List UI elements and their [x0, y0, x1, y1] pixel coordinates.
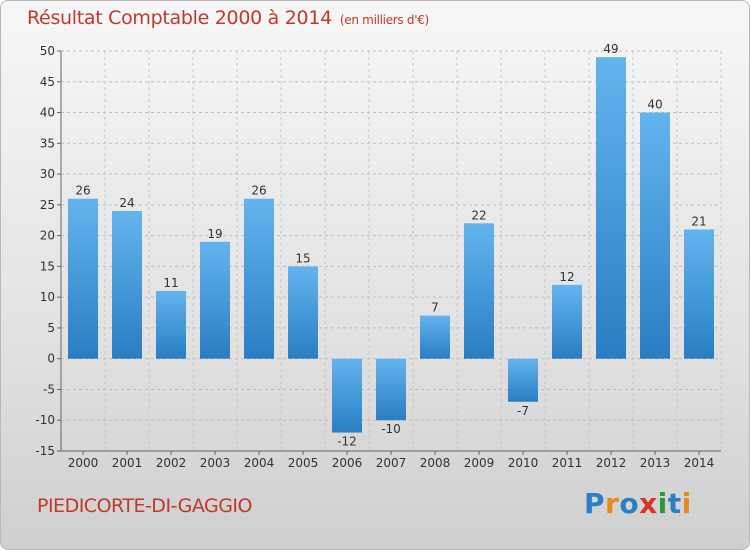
data-label-2006: -12	[337, 435, 357, 449]
bar-2010	[508, 358, 538, 402]
data-label-2008: 7	[431, 301, 439, 315]
logo-letter: i	[657, 487, 668, 520]
data-label-2009: 22	[471, 208, 486, 222]
x-tick-label: 2005	[288, 456, 319, 470]
y-tick-label: 15	[40, 259, 55, 273]
proxiti-logo: Proxiti	[584, 487, 692, 520]
y-tick-label: 40	[40, 106, 55, 120]
data-label-2002: 11	[163, 276, 178, 290]
logo-letter: o	[619, 487, 640, 520]
data-label-2003: 19	[207, 227, 222, 241]
chart-title-text: Résultat Comptable 2000 à 2014	[27, 7, 332, 29]
bars	[68, 57, 714, 433]
bar-2013	[640, 112, 670, 359]
bar-2002	[156, 291, 186, 359]
data-label-2014: 21	[691, 214, 706, 228]
bar-2007	[376, 358, 406, 421]
data-label-2004: 26	[251, 184, 266, 198]
bar-2003	[200, 241, 230, 359]
x-tick-label: 2010	[508, 456, 539, 470]
bar-2012	[596, 57, 626, 359]
y-tick-label: 5	[47, 321, 55, 335]
chart-subtitle: (en milliers d'€)	[339, 13, 429, 27]
data-label-2000: 26	[75, 184, 90, 198]
y-tick-label: 50	[40, 44, 55, 58]
logo-letter: t	[667, 487, 682, 520]
bar-2011	[552, 284, 582, 359]
logo-letter: r	[605, 487, 620, 520]
y-tick-label: 25	[40, 198, 55, 212]
commune-name: PIEDICORTE-DI-GAGGIO	[37, 495, 253, 517]
bar-2008	[420, 315, 450, 359]
chart-title: Résultat Comptable 2000 à 2014 (en millie…	[27, 7, 429, 29]
data-labels: 26 24 11 19 26 15 -12 -10 7 22 -7 12 49 40 21	[75, 42, 706, 448]
bar-2014	[684, 229, 714, 359]
x-tick-label: 2002	[156, 456, 187, 470]
data-label-2012: 49	[603, 42, 618, 56]
bar-2009	[464, 223, 494, 359]
x-tick-label: 2012	[596, 456, 627, 470]
x-tick-label: 2008	[420, 456, 451, 470]
bar-2005	[288, 266, 318, 359]
x-tick-label: 2013	[640, 456, 671, 470]
data-label-2001: 24	[119, 196, 134, 210]
x-tick-label: 2011	[552, 456, 583, 470]
y-tick-label: 30	[40, 167, 55, 181]
logo-letter: x	[639, 487, 658, 520]
bar-2000	[68, 198, 98, 359]
x-tick-label: 2009	[464, 456, 495, 470]
bar-2004	[244, 198, 274, 359]
data-label-2007: -10	[381, 422, 401, 436]
x-tick-label: 2007	[376, 456, 407, 470]
data-label-2005: 15	[295, 251, 310, 265]
logo-letter: i	[681, 487, 692, 520]
y-tick-label: 45	[40, 75, 55, 89]
x-tick-label: 2000	[68, 456, 99, 470]
x-tick-label: 2003	[200, 456, 231, 470]
bar-2006	[332, 358, 362, 433]
x-tick-label: 2014	[684, 456, 715, 470]
y-tick-label: 10	[40, 290, 55, 304]
data-label-2010: -7	[517, 404, 529, 418]
x-tick-label: 2004	[244, 456, 275, 470]
y-tick-label: 0	[47, 352, 55, 366]
y-tick-label: -10	[35, 413, 55, 427]
data-label-2011: 12	[559, 270, 574, 284]
y-tick-label: -15	[35, 444, 55, 458]
x-tick-label: 2001	[112, 456, 143, 470]
data-label-2013: 40	[647, 98, 662, 112]
y-tick-label: 20	[40, 229, 55, 243]
logo-letter: P	[584, 487, 606, 520]
y-tick-label: 35	[40, 136, 55, 150]
bar-2001	[112, 211, 142, 359]
x-tick-label: 2006	[332, 456, 363, 470]
axes: -15 -10 -5 0 5 10 15 20 25 30 35 40 45 50 2000 2001 2002…	[35, 44, 721, 470]
y-tick-label: -5	[43, 382, 55, 396]
